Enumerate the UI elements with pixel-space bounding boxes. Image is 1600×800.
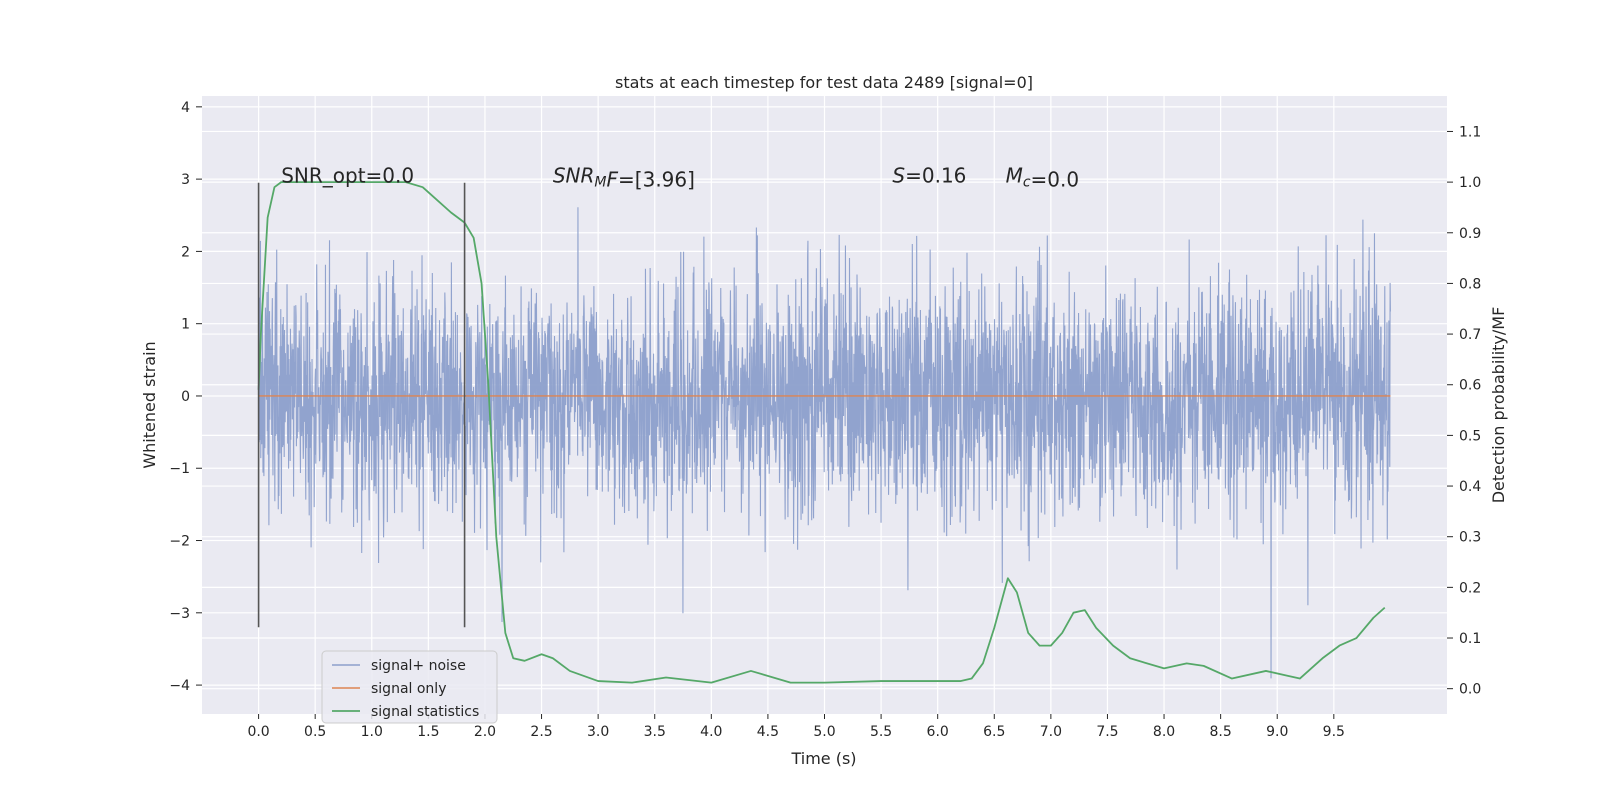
y-tick-label: 0 [181, 389, 190, 405]
x-tick-label: 2.5 [530, 724, 552, 740]
y-right-axis-label: Detection probability/MF [1489, 307, 1508, 504]
x-tick-label: 1.5 [417, 724, 439, 740]
x-tick-label: 3.0 [587, 724, 609, 740]
y-right-tick-label: 0.6 [1459, 378, 1481, 394]
y-right-tick-label: 0.0 [1459, 682, 1481, 698]
y-tick-label: −1 [169, 461, 190, 477]
x-tick-label: 0.5 [304, 724, 326, 740]
chart-title: stats at each timestep for test data 248… [615, 73, 1033, 92]
y-right-tick-label: 0.8 [1459, 276, 1481, 292]
legend: signal+ noise signal only signal statistic… [321, 650, 498, 724]
vertical-markers [257, 182, 466, 628]
y-axis-label: Whitened strain [140, 341, 159, 468]
x-axis-label: Time (s) [790, 749, 856, 768]
series-signal-plus-noise [258, 207, 1391, 679]
y-right-tick-label: 0.3 [1459, 530, 1481, 546]
x-axis-ticks: 0.0 0.5 1.0 1.5 2.0 2.5 3.0 3.5 4.0 4.5 5.0 5.5 6.0 6… [247, 714, 1345, 740]
legend-box [321, 650, 498, 724]
x-tick-label: 5.5 [870, 724, 892, 740]
annotations: SNR_opt=0.0 SNRMF=[3.96] S=0.16 Mc=0.0 [281, 164, 1079, 192]
x-tick-label: 8.5 [1210, 724, 1232, 740]
y-tick-label: −4 [169, 678, 190, 694]
x-tick-label: 8.0 [1153, 724, 1175, 740]
y-right-tick-label: 0.9 [1459, 226, 1481, 242]
x-tick-label: 7.0 [1040, 724, 1062, 740]
y-right-tick-label: 0.2 [1459, 580, 1481, 596]
y-right-axis-ticks: 0.0 0.1 0.2 0.3 0.4 0.5 0.6 0.7 0.8 0.9 1.0 1.1 [1447, 124, 1481, 698]
y-tick-label: 4 [181, 100, 190, 116]
y-right-tick-label: 0.7 [1459, 327, 1481, 343]
x-tick-label: 9.0 [1266, 724, 1288, 740]
y-tick-label: 1 [181, 317, 190, 333]
x-tick-label: 4.0 [700, 724, 722, 740]
y-tick-label: 3 [181, 172, 190, 188]
x-tick-label: 1.0 [361, 724, 383, 740]
y-right-tick-label: 0.5 [1459, 428, 1481, 444]
annotation: SNRMF=[3.96] [553, 164, 695, 192]
x-tick-label: 2.0 [474, 724, 496, 740]
x-tick-label: 0.0 [247, 724, 269, 740]
legend-label: signal only [371, 681, 446, 697]
legend-label: signal+ noise [371, 658, 466, 674]
noise-line [258, 207, 1391, 679]
annotation: SNR_opt=0.0 [281, 164, 414, 188]
annotation: Mc=0.0 [1006, 164, 1080, 192]
y-tick-label: 2 [181, 244, 190, 260]
x-tick-label: 6.5 [983, 724, 1005, 740]
legend-label: signal statistics [371, 704, 479, 720]
y-right-tick-label: 1.1 [1459, 124, 1481, 140]
x-tick-label: 5.0 [813, 724, 835, 740]
y-tick-label: −3 [169, 606, 190, 622]
series-signal-statistics [257, 181, 1386, 684]
x-tick-label: 9.5 [1323, 724, 1345, 740]
y-axis-ticks: −4 −3 −2 −1 0 1 2 3 4 [169, 100, 202, 694]
x-tick-label: 7.5 [1096, 724, 1118, 740]
annotation: S=0.16 [892, 164, 966, 188]
y-tick-label: −2 [169, 534, 190, 550]
series-lines [257, 181, 1391, 684]
y-right-tick-label: 1.0 [1459, 175, 1481, 191]
x-tick-label: 6.0 [927, 724, 949, 740]
y-right-tick-label: 0.1 [1459, 631, 1481, 647]
x-tick-label: 3.5 [644, 724, 666, 740]
x-tick-label: 4.5 [757, 724, 779, 740]
y-right-tick-label: 0.4 [1459, 479, 1481, 495]
